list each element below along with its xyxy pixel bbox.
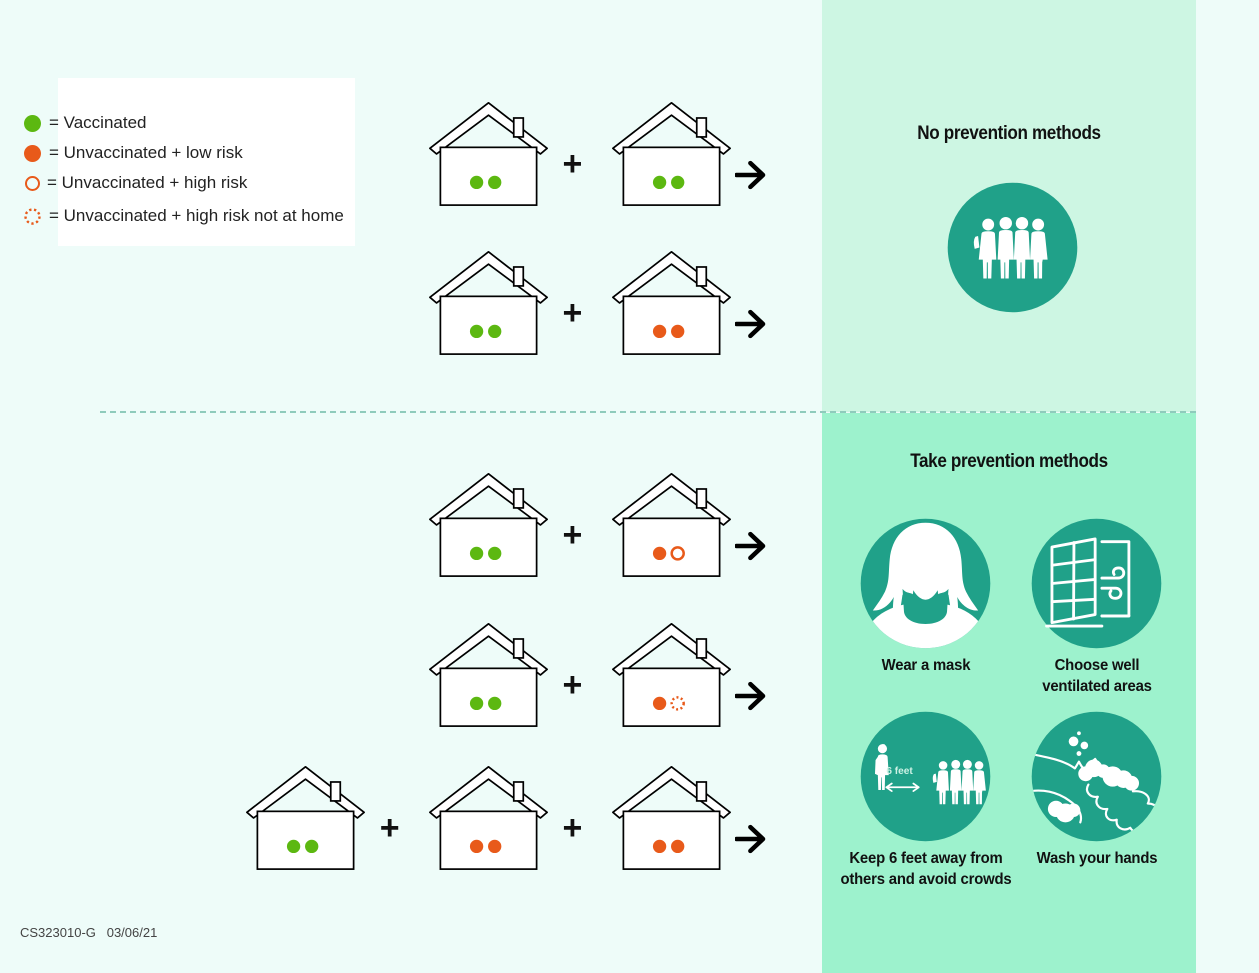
svg-text:6 feet: 6 feet (886, 766, 913, 777)
